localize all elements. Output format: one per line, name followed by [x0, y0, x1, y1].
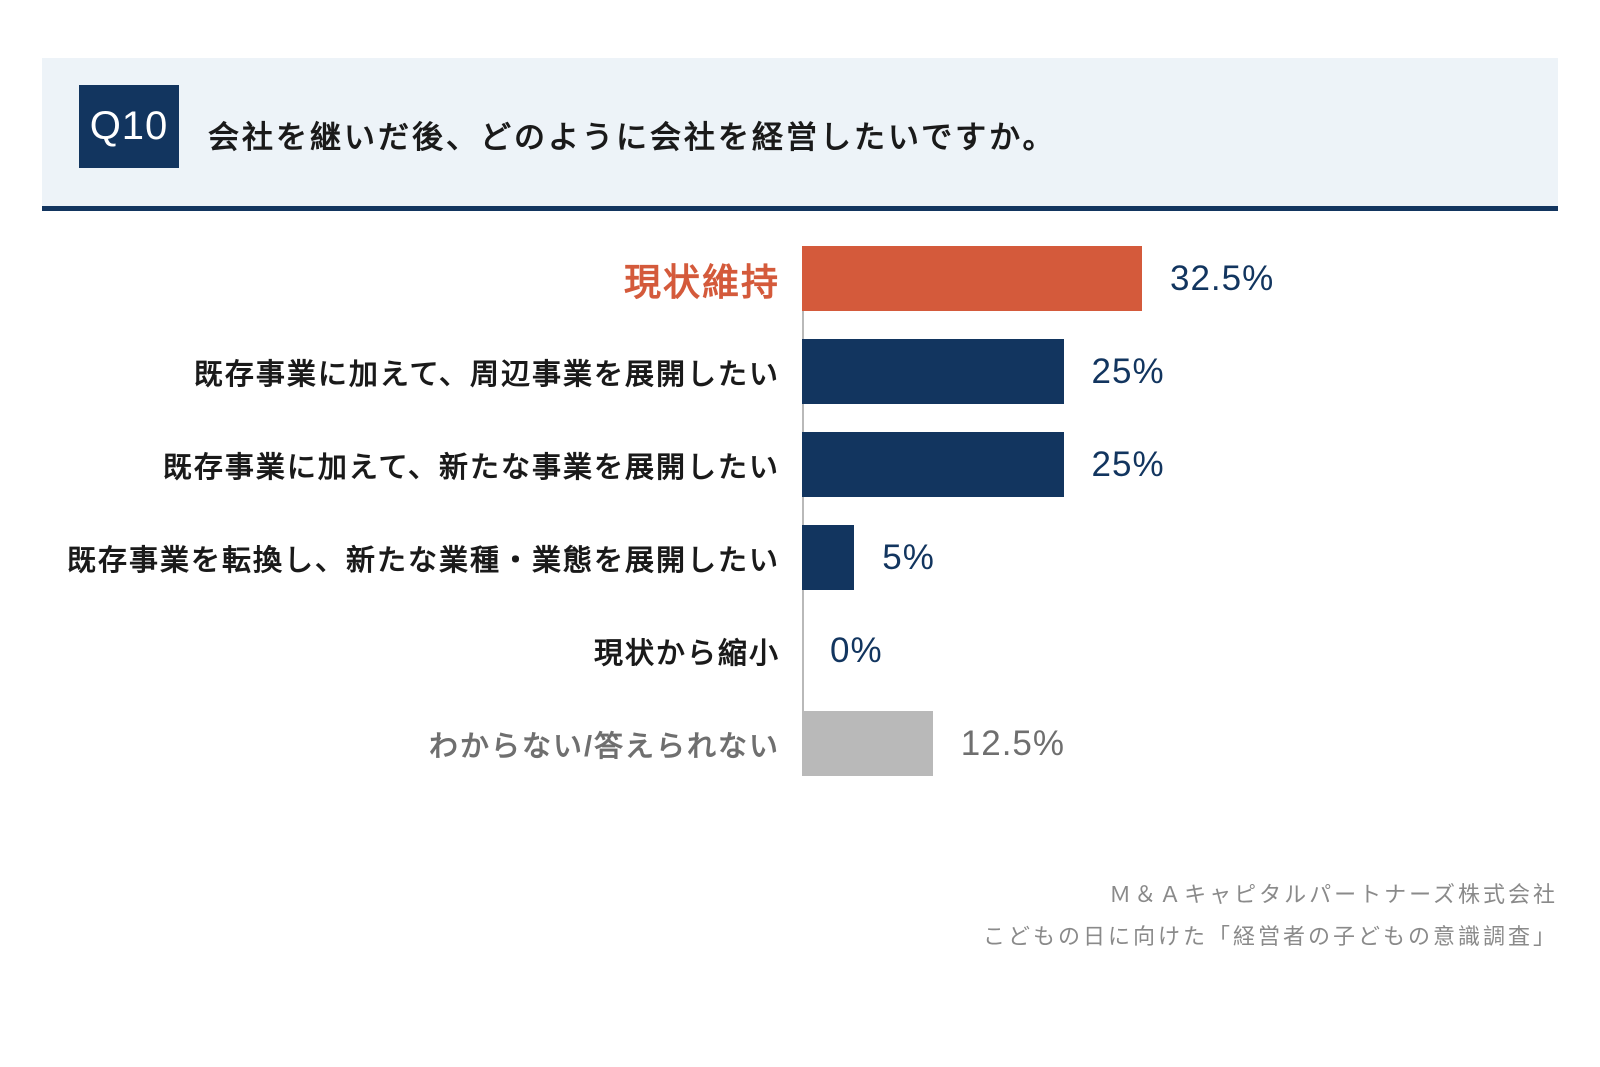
- bar: [802, 432, 1064, 497]
- question-number-badge: Q10: [79, 85, 179, 168]
- bar-holder: 5%: [802, 525, 1558, 590]
- bar-holder: 25%: [802, 432, 1558, 497]
- chart-row: 現状維持 32.5%: [42, 246, 1558, 311]
- category-label: 既存事業に加えて、新たな事業を展開したい: [163, 444, 780, 486]
- footer-line: Ｍ＆Ａキャピタルパートナーズ株式会社: [0, 874, 1558, 916]
- bar-holder: 25%: [802, 339, 1558, 404]
- chart-row: 現状から縮小 0%: [42, 618, 1558, 683]
- chart-row: わからない/答えられない 12.5%: [42, 711, 1558, 776]
- bar-holder: 0%: [802, 618, 1558, 683]
- chart-row: 既存事業を転換し、新たな業種・業態を展開したい 5%: [42, 525, 1558, 590]
- bar: [802, 339, 1064, 404]
- footer-line: こどもの日に向けた「経営者の子どもの意識調査」: [0, 916, 1558, 958]
- bar-holder: 32.5%: [802, 246, 1558, 311]
- chart-row: 既存事業に加えて、周辺事業を展開したい 25%: [42, 339, 1558, 404]
- header-divider: [42, 206, 1558, 211]
- bar-holder: 12.5%: [802, 711, 1558, 776]
- question-number: Q10: [90, 104, 169, 149]
- value-label: 25%: [1092, 352, 1165, 392]
- category-label: わからない/答えられない: [429, 723, 780, 765]
- bar-chart: 現状維持32.5%既存事業に加えて、周辺事業を展開したい25%既存事業に加えて、…: [42, 246, 1558, 836]
- chart-axis: [802, 246, 804, 776]
- bar: [802, 711, 933, 776]
- bar: [802, 525, 854, 590]
- category-label: 現状維持: [624, 252, 780, 306]
- question-text: 会社を継いだ後、どのように会社を経営したいですか。: [208, 112, 1056, 157]
- value-label: 0%: [830, 631, 883, 671]
- chart-row: 既存事業に加えて、新たな事業を展開したい 25%: [42, 432, 1558, 497]
- footer-credits: Ｍ＆Ａキャピタルパートナーズ株式会社こどもの日に向けた「経営者の子どもの意識調査…: [0, 874, 1558, 958]
- category-label: 現状から縮小: [594, 630, 780, 672]
- value-label: 12.5%: [961, 724, 1065, 764]
- value-label: 5%: [882, 538, 935, 578]
- value-label: 32.5%: [1170, 259, 1274, 299]
- category-label: 既存事業に加えて、周辺事業を展開したい: [194, 351, 780, 393]
- category-label: 既存事業を転換し、新たな業種・業態を展開したい: [67, 537, 780, 579]
- value-label: 25%: [1092, 445, 1165, 485]
- bar: [802, 246, 1142, 311]
